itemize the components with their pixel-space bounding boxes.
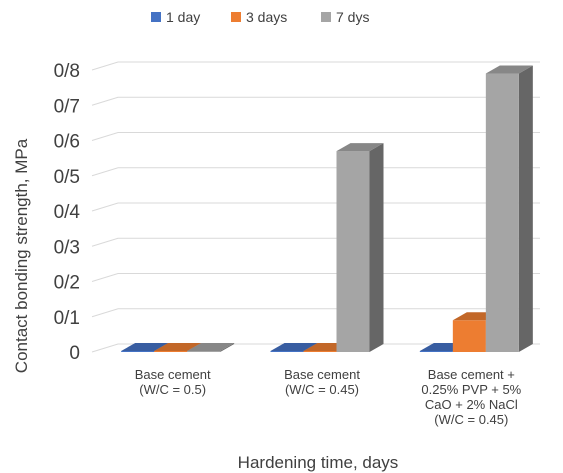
grid — [91, 61, 540, 353]
y-tick-label: 0/7 — [54, 96, 80, 117]
x-category-label: Base cement (W/C = 0.45) — [284, 367, 360, 397]
legend-item[interactable]: 3 days — [231, 9, 287, 25]
legend-swatch — [231, 12, 241, 22]
legend-swatch — [321, 12, 331, 22]
bar-front — [419, 351, 453, 352]
y-tick-label: 0/4 — [54, 202, 81, 223]
legend-label: 3 days — [246, 9, 287, 25]
x-category-label: Base cement +0.25% PVP + 5% CaO + 2% NaCl… — [421, 367, 521, 427]
gridline — [91, 167, 540, 177]
x-category-label: Base cement (W/C = 0.5) — [135, 367, 211, 397]
gridline — [91, 132, 540, 141]
bar-front — [452, 320, 486, 352]
y-tick-label: 0/5 — [54, 167, 80, 188]
gridline — [91, 61, 540, 71]
gridline — [91, 273, 540, 282]
legend-swatch — [151, 12, 161, 22]
bars — [121, 65, 533, 353]
legend-item[interactable]: 1 day — [151, 9, 200, 25]
gridline — [91, 343, 540, 353]
bar-side — [220, 343, 235, 352]
y-axis-ticks: 0 0/1 0/2 0/3 0/4 0/5 0/6 0/7 0/8 — [54, 61, 81, 364]
y-tick-label: 0/2 — [54, 273, 80, 294]
bar-front — [270, 351, 304, 352]
y-tick-label: 0/6 — [54, 132, 80, 153]
bar-top — [336, 143, 384, 152]
legend-label: 1 day — [166, 9, 200, 25]
y-tick-label: 0/8 — [54, 61, 80, 82]
x-axis-categories: Base cement (W/C = 0.5) Base cement (W/C = … — [135, 367, 522, 427]
bar-front — [485, 73, 519, 353]
gridline — [91, 237, 540, 247]
bar-front — [336, 151, 370, 352]
bar — [336, 143, 384, 352]
bar — [485, 65, 533, 353]
x-axis-title: Hardening time, days — [238, 453, 399, 472]
bar-side — [369, 143, 384, 352]
bar-side — [518, 65, 533, 353]
bar-top — [485, 65, 533, 74]
bar-top — [187, 343, 235, 351]
y-tick-label: 0/3 — [54, 237, 80, 258]
bar-top — [270, 343, 318, 351]
legend-label: 7 dys — [336, 9, 369, 25]
y-tick-label: 0 — [69, 343, 80, 364]
bar-front — [187, 351, 221, 352]
gridline — [91, 308, 540, 318]
bar-top — [121, 343, 169, 351]
y-tick-label: 0/1 — [54, 308, 80, 329]
bar — [187, 343, 235, 352]
bar-front — [154, 351, 188, 352]
bar-front — [303, 351, 337, 352]
gridline — [91, 202, 540, 212]
legend[interactable]: 1 day 3 days 7 dys — [151, 9, 369, 25]
bar-front — [121, 351, 155, 352]
gridline — [91, 96, 540, 106]
legend-item[interactable]: 7 dys — [321, 9, 369, 25]
bar-top — [154, 343, 202, 351]
y-axis-title: Contact bonding strength, MPa — [12, 138, 31, 373]
